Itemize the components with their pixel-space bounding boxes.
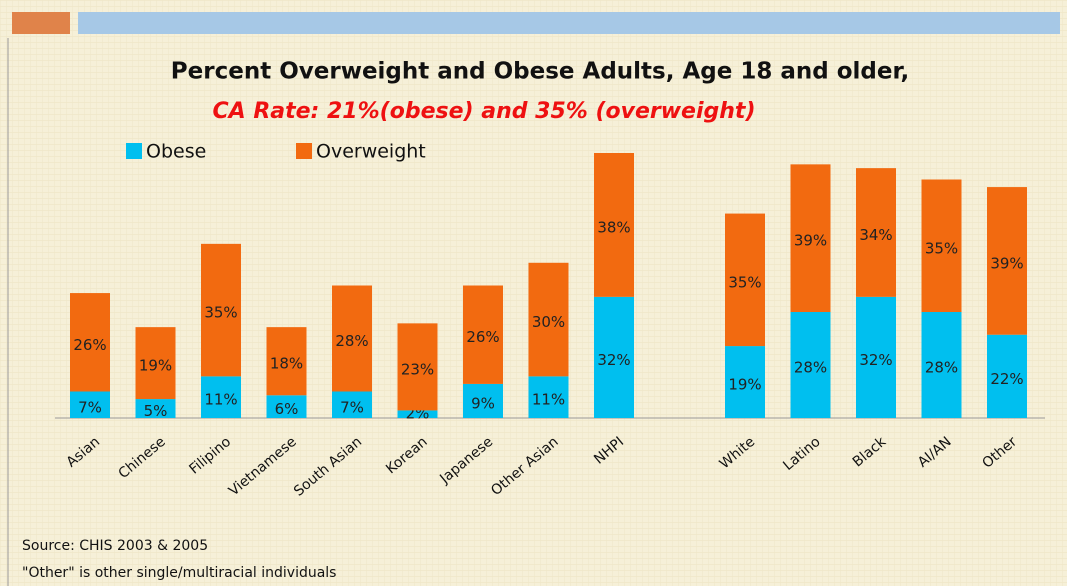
data-label: 32% xyxy=(859,351,892,369)
data-label: 22% xyxy=(990,370,1023,388)
bar-segment xyxy=(528,376,569,418)
bar-segment xyxy=(70,391,110,418)
data-label: 26% xyxy=(466,328,499,346)
data-label: 32% xyxy=(597,351,630,369)
bar-segment xyxy=(921,312,962,418)
bar-segment xyxy=(594,296,634,418)
chart-subtitle: CA Rate: 21%(obese) and 35% (overweight) xyxy=(212,99,755,124)
chart-title: Percent Overweight and Obese Adults, Age… xyxy=(171,59,909,85)
data-label: 7% xyxy=(78,398,102,416)
bar-segment xyxy=(856,296,896,418)
data-label: 9% xyxy=(471,394,495,412)
data-label: 35% xyxy=(925,239,958,257)
source-note: Source: CHIS 2003 & 2005 xyxy=(22,538,208,554)
bar-segment xyxy=(987,187,1027,335)
bar-segment xyxy=(790,164,831,312)
legend-label: Obese xyxy=(146,141,206,163)
bar-segment xyxy=(463,285,503,384)
bar-segment xyxy=(921,179,962,312)
bar-segment xyxy=(987,334,1027,418)
data-label: 35% xyxy=(728,273,761,291)
bar-segment xyxy=(201,243,241,377)
bar-segment xyxy=(135,399,176,418)
bar-segment xyxy=(266,327,307,396)
legend-label: Overweight xyxy=(316,141,426,163)
bar-segment xyxy=(332,285,372,392)
legend-swatch xyxy=(296,143,312,159)
data-label: 18% xyxy=(270,355,303,373)
data-label: 34% xyxy=(859,226,892,244)
bar-segment xyxy=(135,327,176,400)
bar-segment xyxy=(70,293,110,392)
data-label: 28% xyxy=(925,359,958,377)
data-label: 11% xyxy=(204,391,237,409)
bar-segment xyxy=(856,168,896,297)
data-label: 35% xyxy=(204,304,237,322)
bar-segment xyxy=(790,312,831,418)
accent-orange xyxy=(12,12,70,34)
bar-segment xyxy=(332,391,372,418)
bar-segment xyxy=(725,213,765,347)
data-label: 5% xyxy=(144,402,168,420)
other-note: "Other" is other single/multiracial indi… xyxy=(22,565,336,581)
data-label: 38% xyxy=(597,218,630,236)
data-label: 6% xyxy=(275,400,299,418)
data-label: 23% xyxy=(401,360,434,378)
bar-segment xyxy=(725,346,765,418)
bar-segment xyxy=(463,383,503,418)
data-label: 7% xyxy=(340,398,364,416)
data-label: 19% xyxy=(139,357,172,375)
bar-segment xyxy=(397,410,438,418)
accent-blue xyxy=(78,12,1060,34)
bar-segment xyxy=(528,262,569,377)
data-label: 39% xyxy=(990,254,1023,272)
bar-segment xyxy=(594,153,634,297)
data-label: 30% xyxy=(532,313,565,331)
data-label: 11% xyxy=(532,391,565,409)
bar-segment xyxy=(397,323,438,411)
data-label: 28% xyxy=(794,359,827,377)
bar-segment xyxy=(266,395,307,418)
bar-segment xyxy=(201,376,241,418)
data-label: 26% xyxy=(73,336,106,354)
data-label: 28% xyxy=(335,332,368,350)
data-label: 39% xyxy=(794,232,827,250)
data-label: 19% xyxy=(728,376,761,394)
legend-swatch xyxy=(126,143,142,159)
